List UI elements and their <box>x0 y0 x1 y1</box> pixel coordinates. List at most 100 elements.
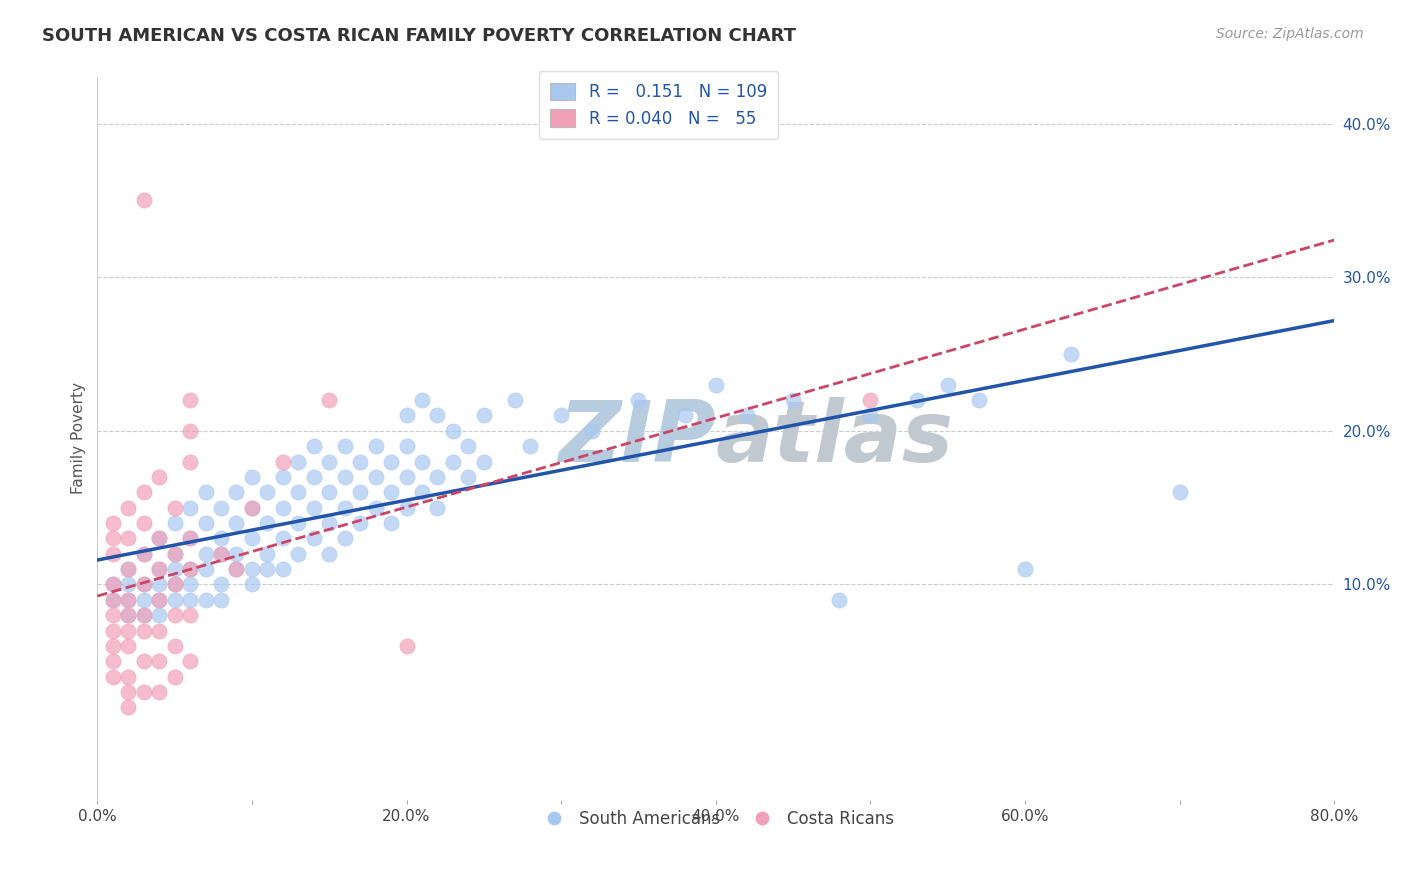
Point <box>380 454 402 468</box>
Point <box>581 424 603 438</box>
Point <box>117 577 139 591</box>
Point <box>163 500 186 515</box>
Point <box>441 424 464 438</box>
Point <box>148 562 170 576</box>
Point <box>179 577 201 591</box>
Point <box>209 547 232 561</box>
Text: ZIP: ZIP <box>558 397 716 480</box>
Point <box>132 547 155 561</box>
Point <box>287 516 309 530</box>
Y-axis label: Family Poverty: Family Poverty <box>72 383 86 494</box>
Point <box>1060 347 1083 361</box>
Point <box>117 592 139 607</box>
Point <box>209 500 232 515</box>
Point <box>302 439 325 453</box>
Point <box>395 639 418 653</box>
Point <box>163 577 186 591</box>
Point <box>735 409 758 423</box>
Point <box>101 592 124 607</box>
Point <box>117 639 139 653</box>
Point <box>117 500 139 515</box>
Point <box>163 547 186 561</box>
Point <box>117 608 139 623</box>
Point <box>333 439 356 453</box>
Point <box>117 532 139 546</box>
Point <box>132 624 155 638</box>
Point <box>426 409 449 423</box>
Point <box>271 454 294 468</box>
Point <box>349 454 371 468</box>
Point <box>411 454 433 468</box>
Point <box>163 562 186 576</box>
Point <box>395 409 418 423</box>
Point <box>101 547 124 561</box>
Point <box>117 700 139 714</box>
Point <box>225 547 247 561</box>
Point <box>395 470 418 484</box>
Point <box>318 485 340 500</box>
Point <box>859 409 882 423</box>
Point <box>163 639 186 653</box>
Point <box>132 592 155 607</box>
Point <box>704 377 727 392</box>
Point <box>194 592 217 607</box>
Point <box>287 454 309 468</box>
Point <box>302 470 325 484</box>
Point <box>163 608 186 623</box>
Point <box>287 485 309 500</box>
Point <box>380 516 402 530</box>
Point <box>148 532 170 546</box>
Point <box>132 608 155 623</box>
Point <box>936 377 959 392</box>
Point <box>1168 485 1191 500</box>
Point <box>179 654 201 668</box>
Point <box>271 532 294 546</box>
Point <box>782 393 804 408</box>
Point <box>225 485 247 500</box>
Point <box>240 500 263 515</box>
Point <box>209 577 232 591</box>
Point <box>179 532 201 546</box>
Point <box>457 439 479 453</box>
Point <box>395 500 418 515</box>
Point <box>132 577 155 591</box>
Point <box>333 470 356 484</box>
Point <box>101 592 124 607</box>
Point <box>132 608 155 623</box>
Point <box>101 516 124 530</box>
Point <box>101 608 124 623</box>
Point <box>132 485 155 500</box>
Point <box>117 624 139 638</box>
Point <box>101 624 124 638</box>
Point <box>256 485 278 500</box>
Point <box>179 592 201 607</box>
Point <box>179 608 201 623</box>
Point <box>271 500 294 515</box>
Point <box>225 562 247 576</box>
Point <box>225 516 247 530</box>
Point <box>271 562 294 576</box>
Point <box>256 547 278 561</box>
Point <box>271 470 294 484</box>
Point <box>194 485 217 500</box>
Text: Source: ZipAtlas.com: Source: ZipAtlas.com <box>1216 27 1364 41</box>
Point <box>163 577 186 591</box>
Point <box>503 393 526 408</box>
Point <box>240 562 263 576</box>
Point <box>457 470 479 484</box>
Point <box>287 547 309 561</box>
Point <box>349 485 371 500</box>
Point <box>194 562 217 576</box>
Point <box>132 685 155 699</box>
Point <box>318 516 340 530</box>
Point <box>240 577 263 591</box>
Point <box>148 577 170 591</box>
Point <box>905 393 928 408</box>
Point <box>349 516 371 530</box>
Point <box>318 547 340 561</box>
Text: atlas: atlas <box>716 397 953 480</box>
Point <box>132 654 155 668</box>
Point <box>179 562 201 576</box>
Point <box>411 393 433 408</box>
Point <box>101 577 124 591</box>
